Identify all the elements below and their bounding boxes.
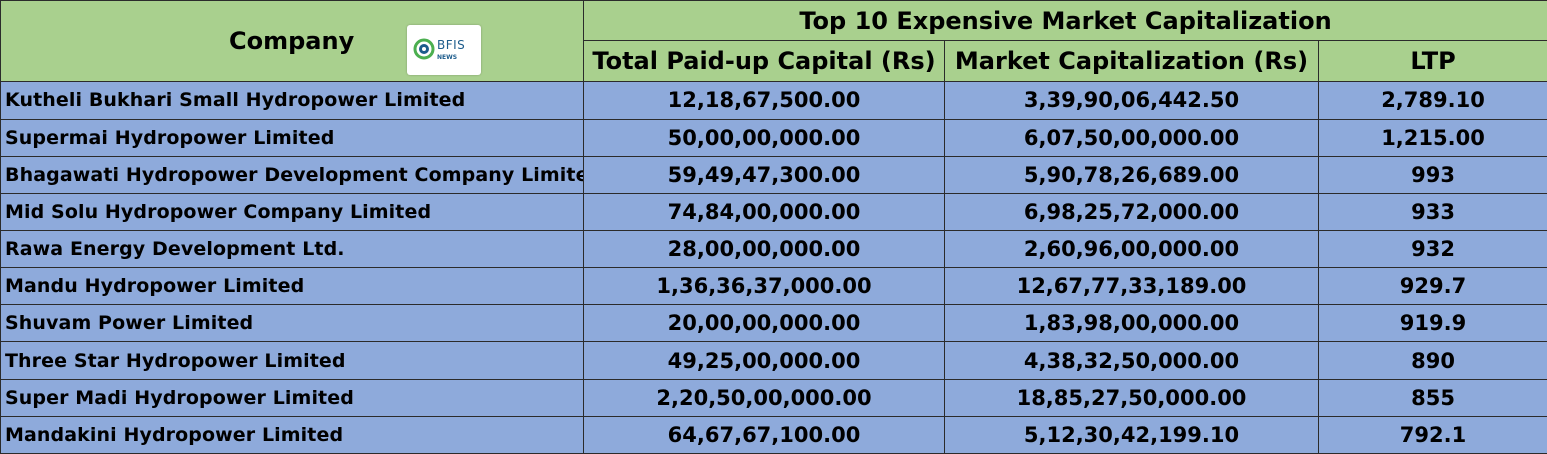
- paid-up-cell: 20,00,00,000.00: [583, 304, 945, 343]
- table-row: Three Star Hydropower Limited 49,25,00,0…: [0, 341, 1547, 380]
- company-cell: Shuvam Power Limited: [0, 304, 584, 343]
- ltp-cell: 929.7: [1317, 267, 1547, 306]
- ltp-cell: 1,215.00: [1317, 118, 1547, 157]
- header-row-title: Company BFIS NEWS Top 10 Expensive Marke…: [0, 0, 1547, 83]
- company-cell: Bhagawati Hydropower Development Company…: [0, 155, 584, 194]
- paid-up-cell: 1,36,36,37,000.00: [583, 267, 945, 306]
- company-cell: Three Star Hydropower Limited: [0, 341, 584, 380]
- paid-up-cell: 64,67,67,100.00: [583, 415, 945, 454]
- table-row: Kutheli Bukhari Small Hydropower Limited…: [0, 81, 1547, 120]
- table-row: Mid Solu Hydropower Company Limited 74,8…: [0, 192, 1547, 231]
- company-cell: Mandakini Hydropower Limited: [0, 415, 584, 454]
- company-cell: Supermai Hydropower Limited: [0, 118, 584, 157]
- header-row-columns: Total Paid-up Capital (Rs) Market Capita…: [1, 40, 1547, 83]
- ltp-cell: 855: [1317, 378, 1547, 417]
- ltp-cell: 2,789.10: [1317, 81, 1547, 120]
- table-row: Bhagawati Hydropower Development Company…: [0, 155, 1547, 194]
- paid-up-cell: 50,00,00,000.00: [583, 118, 945, 157]
- table-row: Shuvam Power Limited 20,00,00,000.00 1,8…: [0, 304, 1547, 343]
- paid-up-cell: 12,18,67,500.00: [583, 81, 945, 120]
- market-cap-cell: 5,90,78,26,689.00: [944, 155, 1319, 194]
- ltp-cell: 933: [1317, 192, 1547, 231]
- bfis-news-logo: BFIS NEWS: [407, 25, 481, 75]
- ltp-cell: 932: [1317, 229, 1547, 269]
- paid-up-cell: 59,49,47,300.00: [583, 155, 945, 194]
- ltp-cell: 792.1: [1317, 415, 1547, 454]
- header-company-cell: Company BFIS NEWS: [0, 0, 584, 83]
- logo-subtext: NEWS: [437, 54, 458, 61]
- market-cap-cell: 5,12,30,42,199.10: [944, 415, 1319, 454]
- table-row: Supermai Hydropower Limited 50,00,00,000…: [0, 118, 1547, 157]
- table-row: Super Madi Hydropower Limited 2,20,50,00…: [0, 378, 1547, 417]
- market-cap-cell: 6,98,25,72,000.00: [944, 192, 1319, 231]
- ltp-cell: 890: [1317, 341, 1547, 380]
- header-paid-up: Total Paid-up Capital (Rs): [583, 40, 945, 83]
- company-cell: Rawa Energy Development Ltd.: [0, 229, 584, 269]
- paid-up-cell: 2,20,50,00,000.00: [583, 378, 945, 417]
- table-row: Mandakini Hydropower Limited 64,67,67,10…: [0, 415, 1547, 454]
- market-cap-cell: 4,38,32,50,000.00: [944, 341, 1319, 380]
- market-cap-cell: 12,67,77,33,189.00: [944, 267, 1319, 306]
- table-row: Rawa Energy Development Ltd. 28,00,00,00…: [0, 229, 1547, 269]
- table-row: Mandu Hydropower Limited 1,36,36,37,000.…: [0, 267, 1547, 306]
- market-cap-cell: 1,83,98,00,000.00: [944, 304, 1319, 343]
- bfis-logo-icon: [413, 38, 435, 60]
- market-cap-cell: 3,39,90,06,442.50: [944, 81, 1319, 120]
- company-cell: Mid Solu Hydropower Company Limited: [0, 192, 584, 231]
- header-company: Company: [229, 27, 355, 55]
- table-title: Top 10 Expensive Market Capitalization: [582, 0, 1547, 42]
- market-cap-cell: 2,60,96,00,000.00: [944, 229, 1319, 269]
- paid-up-cell: 49,25,00,000.00: [583, 341, 945, 380]
- header-ltp: LTP: [1317, 40, 1547, 83]
- company-cell: Super Madi Hydropower Limited: [0, 378, 584, 417]
- header-market-cap: Market Capitalization (Rs): [944, 40, 1319, 83]
- paid-up-cell: 28,00,00,000.00: [583, 229, 945, 269]
- logo-text: BFIS: [437, 38, 466, 52]
- ltp-cell: 993: [1317, 155, 1547, 194]
- market-cap-cell: 6,07,50,00,000.00: [944, 118, 1319, 157]
- ltp-cell: 919.9: [1317, 304, 1547, 343]
- company-cell: Mandu Hydropower Limited: [0, 267, 584, 306]
- market-cap-cell: 18,85,27,50,000.00: [944, 378, 1319, 417]
- paid-up-cell: 74,84,00,000.00: [583, 192, 945, 231]
- company-cell: Kutheli Bukhari Small Hydropower Limited: [0, 81, 584, 120]
